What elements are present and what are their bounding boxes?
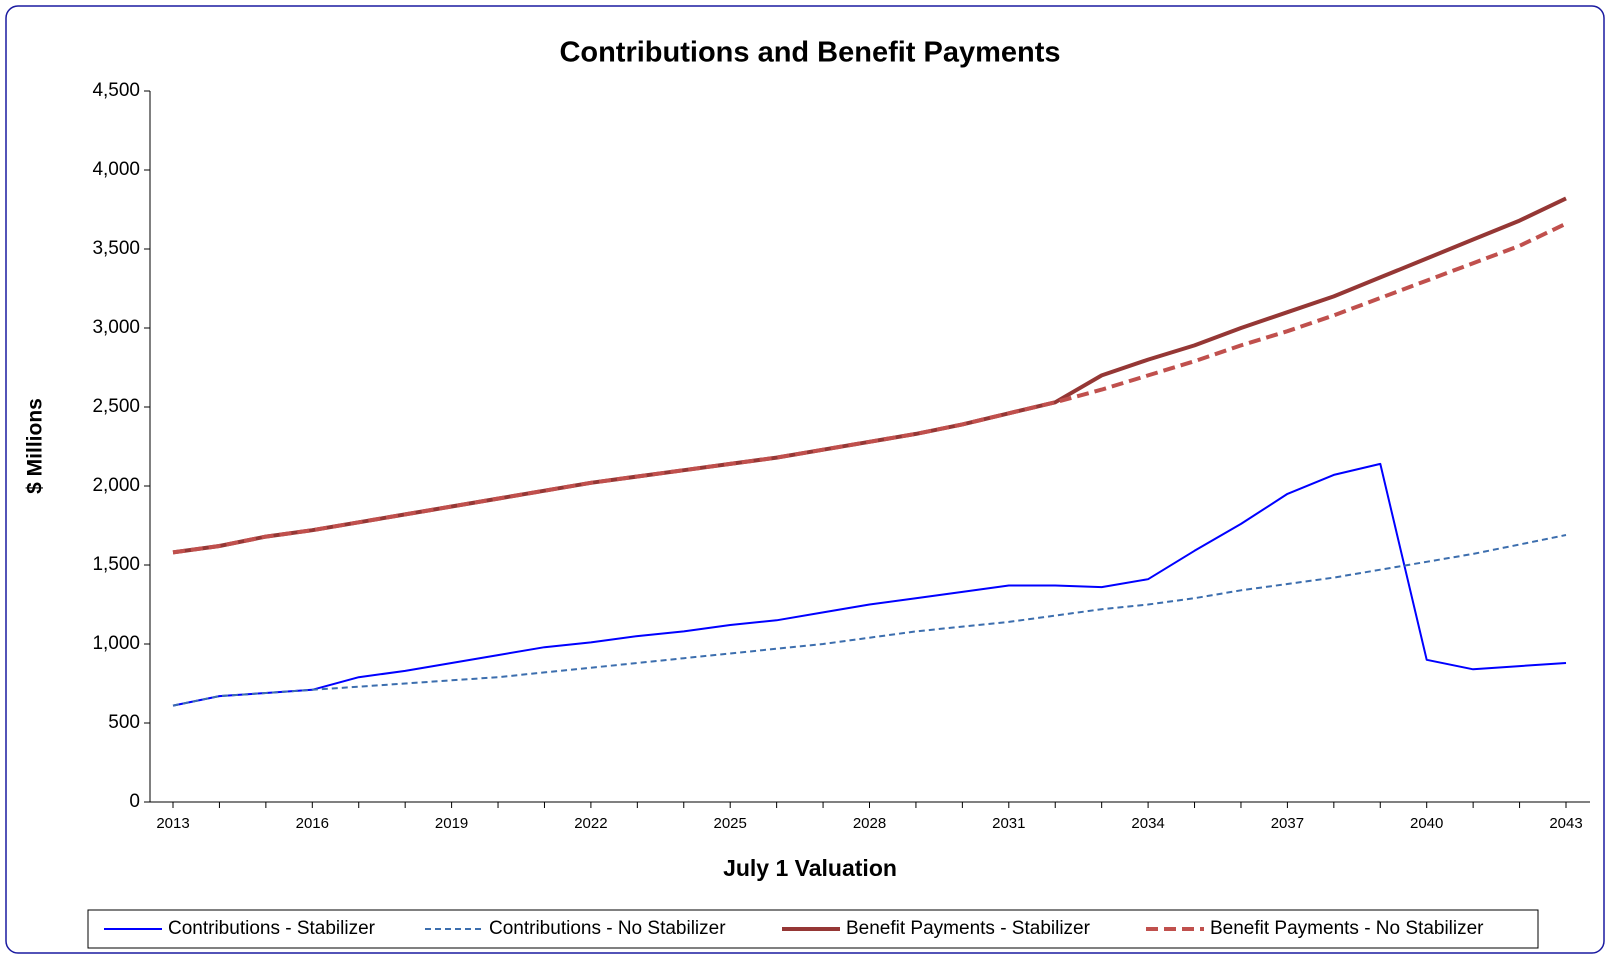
y-tick-label: 3,000 <box>92 317 140 338</box>
y-tick-label: 2,500 <box>92 396 140 417</box>
x-tick-label: 2022 <box>574 815 607 832</box>
chart-title: Contributions and Benefit Payments <box>559 37 1060 69</box>
y-tick-label: 500 <box>108 712 140 733</box>
legend-label: Contributions - Stabilizer <box>168 918 376 939</box>
legend-label: Contributions - No Stabilizer <box>489 918 726 939</box>
series-line <box>172 534 1567 707</box>
y-tick-label: 0 <box>129 791 140 812</box>
y-axis-label: $ Millions <box>24 398 47 494</box>
series-line <box>172 462 1567 707</box>
x-tick-label: 2019 <box>435 815 468 832</box>
x-tick-label: 2040 <box>1410 815 1443 832</box>
x-tick-label: 2034 <box>1131 815 1164 832</box>
y-tick-label: 2,000 <box>92 475 140 496</box>
x-axis-label: July 1 Valuation <box>723 855 897 881</box>
y-tick-label: 1,500 <box>92 554 140 575</box>
chart-border <box>5 5 1605 954</box>
x-tick-label: 2025 <box>714 815 747 832</box>
y-tick-label: 1,000 <box>92 633 140 654</box>
legend-label: Benefit Payments - Stabilizer <box>846 918 1091 939</box>
x-tick-label: 2016 <box>296 815 329 832</box>
y-tick-label: 4,000 <box>92 159 140 180</box>
legend-label: Benefit Payments - No Stabilizer <box>1210 918 1484 939</box>
x-tick-label: 2037 <box>1271 815 1304 832</box>
y-tick-label: 4,500 <box>92 80 140 101</box>
x-tick-label: 2013 <box>156 815 189 832</box>
y-tick-label: 3,500 <box>92 238 140 259</box>
x-tick-label: 2031 <box>992 815 1025 832</box>
series-line <box>172 221 1567 555</box>
x-tick-label: 2028 <box>853 815 886 832</box>
x-tick-label: 2043 <box>1549 815 1582 832</box>
